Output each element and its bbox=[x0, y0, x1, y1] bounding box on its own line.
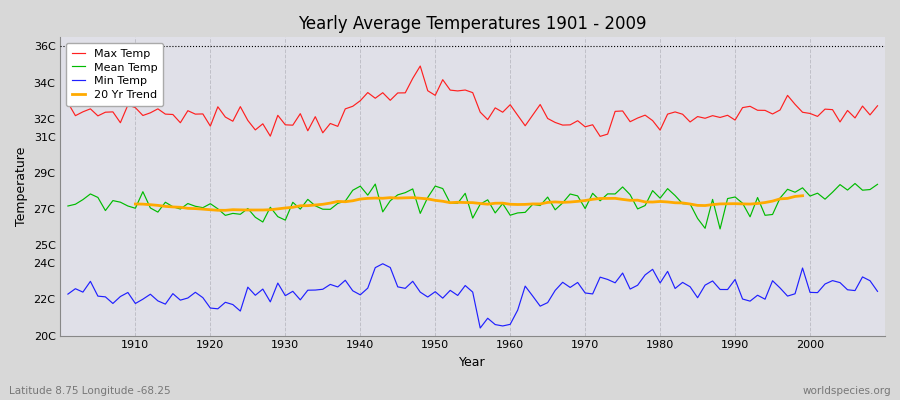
Min Temp bbox=[512, 308, 523, 312]
Line: 20 Yr Trend: 20 Yr Trend bbox=[135, 196, 803, 210]
X-axis label: Year: Year bbox=[459, 356, 486, 369]
Max Temp bbox=[122, 103, 133, 108]
Legend: Max Temp, Mean Temp, Min Temp, 20 Yr Trend: Max Temp, Mean Temp, Min Temp, 20 Yr Tre… bbox=[66, 43, 163, 106]
Max Temp bbox=[287, 123, 298, 128]
Max Temp bbox=[512, 113, 523, 118]
Mean Temp bbox=[715, 226, 725, 231]
Mean Temp bbox=[505, 213, 516, 218]
Min Temp bbox=[122, 290, 133, 295]
Text: Latitude 8.75 Longitude -68.25: Latitude 8.75 Longitude -68.25 bbox=[9, 386, 171, 396]
20 Yr Trend bbox=[220, 208, 230, 213]
Max Temp bbox=[872, 103, 883, 108]
Min Temp bbox=[287, 289, 298, 294]
Min Temp bbox=[520, 284, 531, 288]
Max Temp bbox=[62, 100, 73, 105]
20 Yr Trend bbox=[130, 202, 140, 206]
Mean Temp bbox=[850, 181, 860, 186]
Min Temp bbox=[62, 292, 73, 296]
Max Temp bbox=[415, 64, 426, 68]
20 Yr Trend bbox=[775, 196, 786, 201]
Mean Temp bbox=[498, 201, 508, 206]
20 Yr Trend bbox=[340, 199, 351, 204]
Mean Temp bbox=[62, 204, 73, 208]
20 Yr Trend bbox=[602, 196, 613, 201]
20 Yr Trend bbox=[797, 193, 808, 198]
20 Yr Trend bbox=[692, 203, 703, 208]
Title: Yearly Average Temperatures 1901 - 2009: Yearly Average Temperatures 1901 - 2009 bbox=[299, 15, 647, 33]
Line: Min Temp: Min Temp bbox=[68, 264, 878, 328]
Min Temp bbox=[609, 280, 620, 285]
Max Temp bbox=[332, 124, 343, 129]
Mean Temp bbox=[287, 200, 298, 205]
Text: worldspecies.org: worldspecies.org bbox=[803, 386, 891, 396]
Mean Temp bbox=[872, 182, 883, 187]
Min Temp bbox=[377, 261, 388, 266]
20 Yr Trend bbox=[228, 207, 238, 212]
Y-axis label: Temperature: Temperature bbox=[15, 147, 28, 226]
Min Temp bbox=[872, 289, 883, 294]
Max Temp bbox=[505, 102, 516, 107]
Max Temp bbox=[595, 134, 606, 139]
Line: Mean Temp: Mean Temp bbox=[68, 184, 878, 229]
Mean Temp bbox=[332, 201, 343, 206]
20 Yr Trend bbox=[707, 202, 718, 207]
Mean Temp bbox=[595, 198, 606, 203]
Max Temp bbox=[609, 109, 620, 114]
Min Temp bbox=[475, 326, 486, 330]
Mean Temp bbox=[122, 204, 133, 208]
Line: Max Temp: Max Temp bbox=[68, 66, 878, 136]
Min Temp bbox=[332, 284, 343, 289]
